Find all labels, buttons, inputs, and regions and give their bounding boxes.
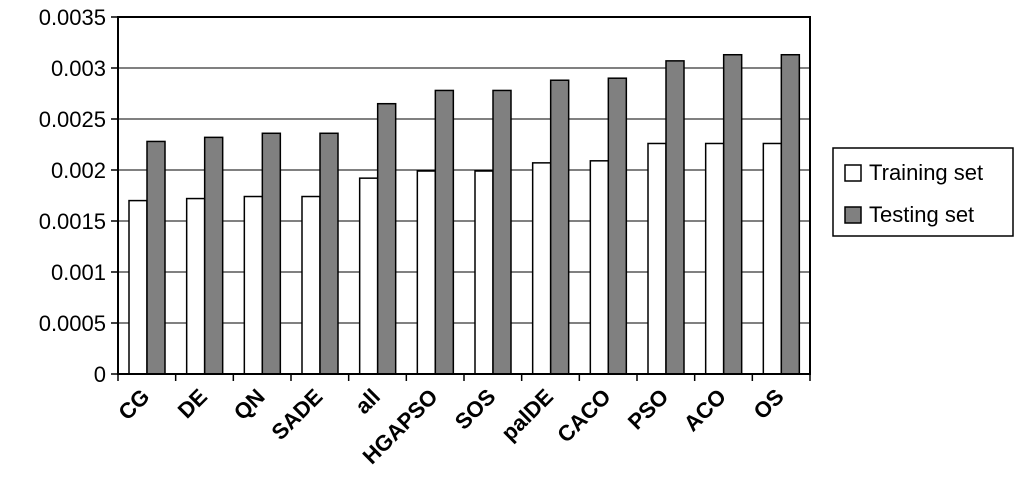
legend-label-testing-set: Testing set [869,202,974,227]
bar-training-set [128,199,148,375]
bar-testing-set [203,136,224,375]
bar-training-set [762,142,783,375]
x-category-label: CACO [552,384,615,447]
bar-training-set [589,160,610,375]
bar-testing-set [492,89,512,375]
x-category-label: PSO [623,384,674,435]
x-category-label: OS [749,384,789,424]
bar-training-set [416,170,437,375]
bar-testing-set [376,102,397,375]
y-tick-label: 0.0025 [39,107,106,132]
x-category-label: all [350,384,385,419]
bar-testing-set [261,132,282,375]
y-tick-label: 0.002 [51,158,106,183]
bar-testing-set [722,53,743,375]
x-category-label: SOS [450,384,501,435]
bar-testing-set [434,89,455,375]
legend: Training set Testing set [832,147,1014,237]
bar-training-set [474,170,494,375]
y-axis: 0 0.0005 0.001 0.0015 0.002 0.0025 0.003 0.0035 [39,5,118,387]
x-category-label: DE [173,384,212,423]
gridlines [118,67,810,324]
bar-training-set [647,142,667,375]
y-tick-label: 0 [94,362,106,387]
y-tick-label: 0.001 [51,260,106,285]
legend-swatch-training-set [844,164,862,182]
x-category-label: ACO [679,384,731,436]
y-tick-label: 0.0015 [39,209,106,234]
bars [128,53,801,375]
x-category-label: palDE [496,384,558,446]
legend-swatch-testing-set [844,206,862,224]
x-category-label: CG [113,384,154,425]
y-tick-label: 0.0035 [39,5,106,30]
bar-testing-set [665,60,685,375]
x-category-label: QN [229,384,270,425]
bar-training-set [531,162,552,375]
bar-testing-set [780,53,801,375]
bar-training-set [358,177,379,375]
bar-training-set [704,142,725,375]
legend-label-training-set: Training set [869,160,983,185]
legend-box [832,147,1014,237]
bar-training-set [301,195,321,375]
y-tick-label: 0.003 [51,56,106,81]
bar-training-set [243,195,264,375]
bar-testing-set [607,77,628,375]
y-tick-label: 0.0005 [39,311,106,336]
bar-testing-set [146,140,166,375]
bar-training-set [185,197,206,375]
bar-testing-set [549,79,570,375]
x-category-label: SADE [266,384,327,445]
bar-testing-set [319,132,339,375]
